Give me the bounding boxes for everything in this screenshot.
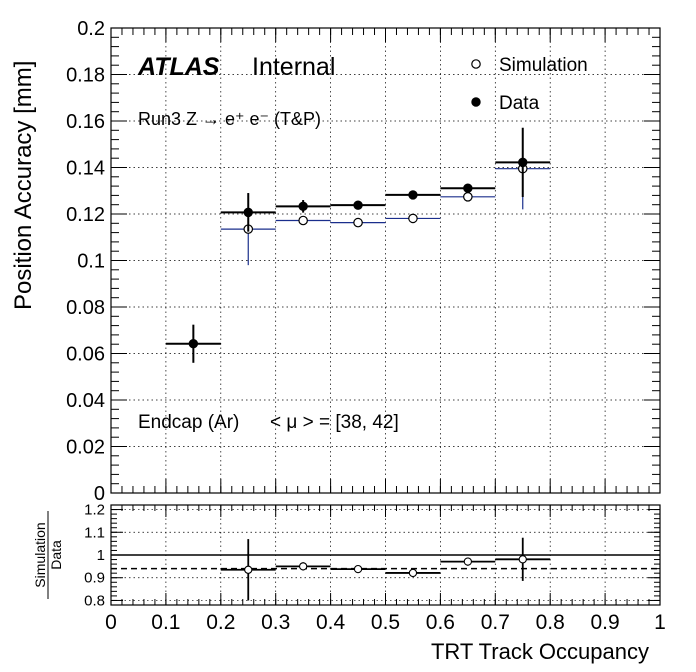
atlas-label: ATLAS xyxy=(137,53,220,81)
simulation-point xyxy=(408,213,418,224)
ratio-point xyxy=(353,564,363,574)
main-y-tick-label: 0.04 xyxy=(66,390,105,412)
ratio-x-tick-label: 0.9 xyxy=(590,611,619,634)
main-y-tick-label: 0.1 xyxy=(77,251,105,273)
simulation-point xyxy=(353,217,363,228)
legend-simulation-label: Simulation xyxy=(499,55,588,76)
ratio-x-tick-label: 0 xyxy=(105,611,117,634)
data-point xyxy=(243,207,253,218)
main-y-tick-label: 0.16 xyxy=(66,111,105,133)
data-point xyxy=(408,190,418,200)
ratio-data-marks xyxy=(111,537,660,601)
legend-data-label: Data xyxy=(499,93,540,114)
simulation-point xyxy=(298,215,308,226)
main-data-marks xyxy=(165,127,551,363)
main-y-axis-label: Position Accuracy [mm] xyxy=(10,61,37,310)
ratio-x-tick-label: 0.6 xyxy=(426,611,455,634)
ratio-x-tick-label: 0.1 xyxy=(151,611,180,634)
ratio-y-tick-label: 0.9 xyxy=(84,570,105,587)
main-grid xyxy=(111,28,660,493)
pileup-label: < μ > = [38, 42] xyxy=(270,412,399,433)
data-point xyxy=(298,201,308,212)
ratio-x-tick-label: 1 xyxy=(654,611,666,634)
ratio-panel: 0.80.911.11.2 0 0.1 0.2 0.3 0.4 0.5 0.6 0.7 0.8 0… xyxy=(32,502,666,664)
main-y-tick-label: 0.06 xyxy=(66,344,105,366)
legend: Simulation Data xyxy=(471,55,588,114)
ratio-x-tick-label: 0.7 xyxy=(481,611,510,634)
main-y-tick-label: 0.2 xyxy=(77,18,105,40)
main-y-tick-label: 0.08 xyxy=(66,297,105,319)
process-label: Run3 Z → e⁺ e⁻ (T&P) xyxy=(138,109,321,129)
ratio-x-tick-label: 0.3 xyxy=(261,611,290,634)
main-axis-ticks xyxy=(110,27,661,494)
ratio-x-tick-label: 0.4 xyxy=(316,611,346,634)
ratio-x-tick-label: 0.8 xyxy=(536,611,565,634)
data-point xyxy=(518,157,528,168)
ratio-point xyxy=(244,565,253,574)
ratio-x-tick-label: 0.5 xyxy=(371,611,400,634)
main-y-tick-label: 0 xyxy=(94,483,105,505)
legend-data-marker xyxy=(471,97,481,107)
ratio-y-tick-label: 1.2 xyxy=(84,502,105,519)
ratio-point xyxy=(408,568,418,578)
simulation-point xyxy=(463,191,473,202)
ratio-y-tick-labels: 0.8 0.9 1 1.1 1.2 xyxy=(84,502,105,610)
ratio-y-label-numerator: Simulation xyxy=(32,522,48,587)
data-point xyxy=(353,200,363,210)
data-point xyxy=(188,339,199,349)
ratio-y-tick-label: 0.8 xyxy=(84,592,105,609)
internal-label: Internal xyxy=(252,53,335,81)
ratio-y-tick-label: 1 xyxy=(97,547,105,564)
ratio-point xyxy=(463,557,472,566)
x-axis-label: TRT Track Occupancy xyxy=(431,639,649,664)
ratio-x-tick-label: 0.2 xyxy=(206,611,235,634)
region-label: Endcap (Ar) xyxy=(138,412,239,433)
ratio-y-tick-label: 1.1 xyxy=(84,524,105,541)
main-panel: 00.020.040.060.080.10.120.140.160.180.2 … xyxy=(10,18,661,505)
legend-simulation-marker xyxy=(471,59,481,69)
data-point xyxy=(463,183,473,193)
ratio-y-axis-label: Simulation Data xyxy=(32,511,64,599)
main-y-tick-labels: 0 0.02 0.04 0.06 0.08 0.1 0.12 0.14 0.16 0.18 0.2 xyxy=(66,18,105,505)
ratio-point xyxy=(518,555,527,564)
main-y-tick-label: 0.12 xyxy=(66,204,105,226)
ratio-x-tick-labels: 0 0.1 0.2 0.3 0.4 0.5 0.6 0.7 0.8 0.9 1 xyxy=(105,611,666,634)
ratio-point xyxy=(298,562,308,571)
main-y-tick-label: 0.18 xyxy=(66,65,105,87)
main-y-tick-label: 0.02 xyxy=(66,437,105,459)
ratio-y-label-denominator: Data xyxy=(48,540,64,570)
main-y-tick-label: 0.14 xyxy=(66,158,105,180)
